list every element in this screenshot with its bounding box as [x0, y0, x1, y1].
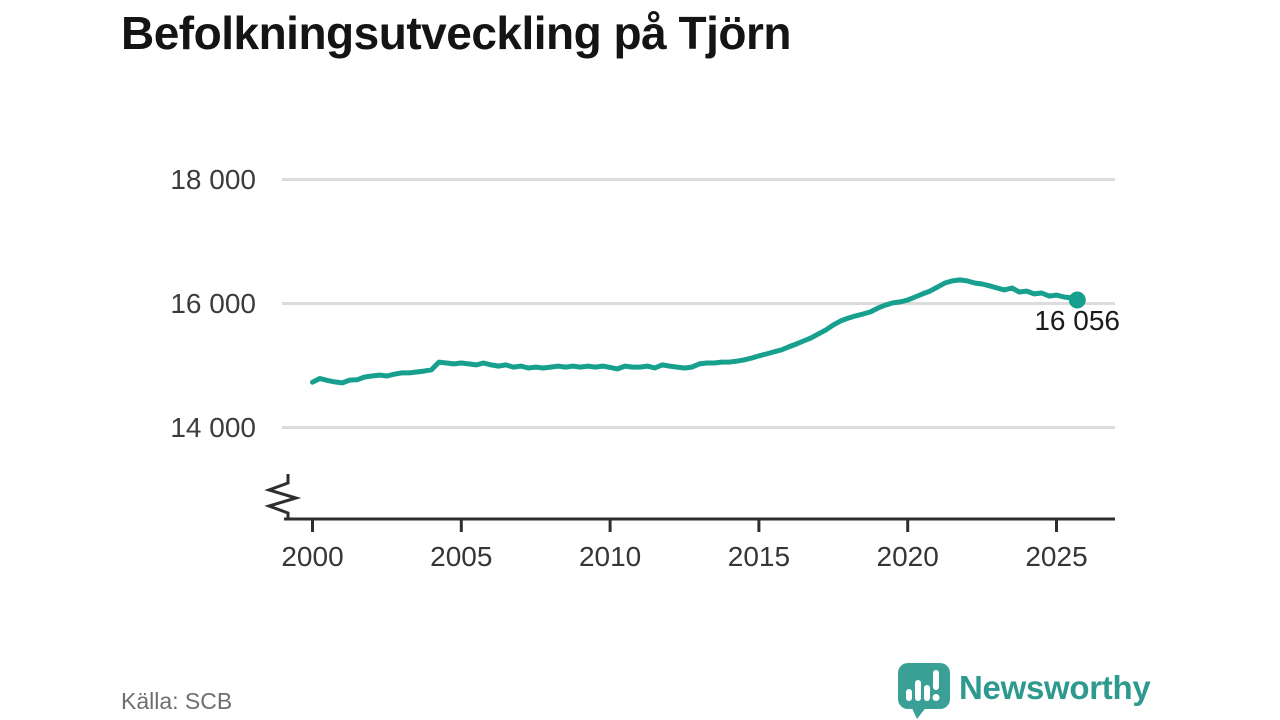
x-tick-label: 2020 — [876, 541, 939, 572]
speech-bubble-chart-icon — [898, 663, 950, 719]
latest-value-label: 16 056 — [1034, 305, 1120, 336]
source-note: Källa: SCB — [121, 688, 233, 714]
speech-bubble-tail — [911, 706, 927, 719]
x-tick-label: 2005 — [430, 541, 493, 572]
x-tick-label: 2015 — [727, 541, 791, 572]
x-tick-label: 2025 — [1025, 541, 1088, 572]
speech-bubble-shape — [898, 663, 950, 709]
exclamation-dot-glyph — [932, 694, 940, 701]
bar-glyph-3 — [924, 685, 930, 701]
population-line-series — [310, 277, 1080, 386]
bar-glyph-2 — [915, 680, 921, 701]
y-tick-label: 14 000 — [170, 411, 256, 443]
line-chart-plot — [264, 178, 1115, 532]
x-tick-label: 2010 — [578, 541, 642, 572]
newsworthy-logo: Newsworthy — [898, 663, 1151, 719]
newsworthy-wordmark: Newsworthy — [959, 669, 1151, 706]
exclamation-bar-glyph — [933, 670, 939, 690]
x-tick-label: 2000 — [281, 541, 344, 572]
latest-value-dot — [1068, 291, 1086, 309]
chart-title: Befolkningsutveckling på Tjörn — [121, 7, 791, 59]
y-tick-label: 16 000 — [170, 287, 256, 319]
bar-glyph-1 — [906, 689, 912, 701]
axis-break-marker — [264, 474, 302, 519]
y-tick-label: 18 000 — [170, 163, 256, 195]
